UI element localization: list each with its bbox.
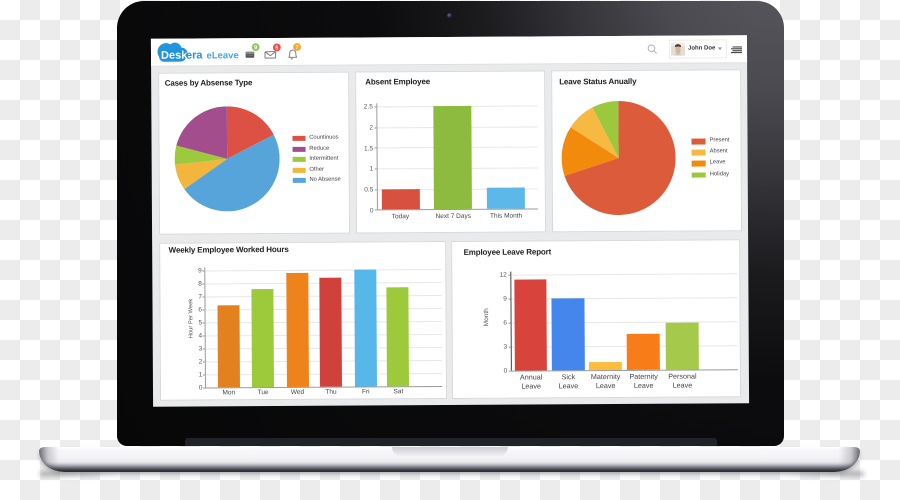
svg-text:7: 7: [295, 45, 298, 51]
svg-text:5: 5: [275, 45, 278, 51]
svg-text:Desk: Desk: [161, 49, 188, 61]
svg-text:era: era: [186, 49, 203, 61]
svg-text:9: 9: [254, 45, 257, 51]
svg-text:eLeave: eLeave: [206, 50, 238, 61]
